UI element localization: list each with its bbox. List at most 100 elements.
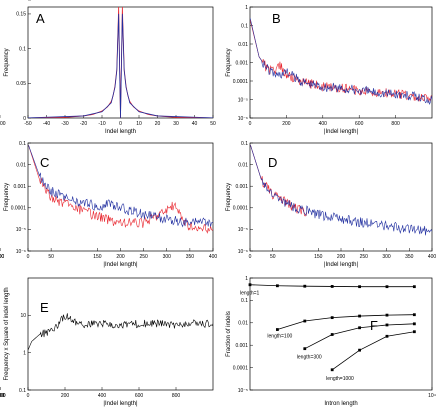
series-line-B-0 xyxy=(250,19,432,103)
x-axis-label-F: Intron length xyxy=(324,401,357,407)
x-tick-label-A: 40 xyxy=(192,121,198,127)
x-tick-label-B: 600 xyxy=(355,121,364,127)
y-tick-label-F: 0.001 xyxy=(235,343,248,349)
x-axis-label-A: Indel length xyxy=(105,129,136,135)
data-point-F xyxy=(248,283,252,287)
y-axis-label-F: Fraction of indels xyxy=(226,311,232,357)
y-tick-label-A: 0.1 xyxy=(19,46,26,52)
x-tick-label-E: 200 xyxy=(61,393,70,399)
y-tick-label-B: 10⁻⁶ xyxy=(238,116,248,122)
panel-letter-C: C xyxy=(40,155,49,170)
series-line-A-1 xyxy=(28,13,213,118)
y-tick-label-B: 0.0001 xyxy=(233,79,249,85)
x-tick-label-D: 350 xyxy=(405,254,414,260)
panel-letter-B: B xyxy=(272,11,281,26)
y-tick-label-F: 0.1 xyxy=(241,298,248,304)
x-tick-label-A: -20 xyxy=(80,121,87,127)
data-point-F xyxy=(330,333,334,336)
y-tick-label-E: 0.1 xyxy=(19,388,26,394)
y-axis-label-E: Frequency x Square of indel length xyxy=(4,287,10,380)
x-tick-label-C: 300 xyxy=(163,254,172,260)
x-tick-label-A: 0 xyxy=(119,121,122,127)
x-tick-label-C: 0 xyxy=(27,254,30,260)
series-annotation-F: length=1 xyxy=(240,291,260,297)
x-tick-label-D: 400 xyxy=(428,254,437,260)
data-point-F xyxy=(385,323,389,327)
y-tick-label-D: 0.1 xyxy=(241,141,248,147)
plot-frame-F xyxy=(249,277,433,391)
x-tick-label-C: 250 xyxy=(139,254,148,260)
series-annotation-F: length=100 xyxy=(267,334,292,340)
x-axis-label-B: |Indel length| xyxy=(324,129,359,135)
y-tick-label-A: 0.15 xyxy=(16,12,26,18)
y-tick-label-F: 1 xyxy=(245,276,248,282)
x-tick-label-A: 20 xyxy=(155,121,161,127)
y-tick-label-D: 10⁻⁵ xyxy=(238,227,248,233)
x-tick-label-F: 100 xyxy=(0,393,4,399)
y-axis-label-B: Frequency xyxy=(226,48,232,76)
x-axis-label-C: |Indel length| xyxy=(103,262,138,268)
x-tick-label-B: 200 xyxy=(282,121,291,127)
series-line-D-1 xyxy=(250,144,432,236)
y-tick-label-C: 0.01 xyxy=(16,162,26,168)
x-tick-label-A: -30 xyxy=(61,121,68,127)
x-tick-label-D: 150 xyxy=(314,254,323,260)
data-point-F xyxy=(330,368,334,372)
data-point-F xyxy=(358,285,361,289)
series-line-D-0 xyxy=(250,144,308,217)
series-annotation-F: length=1000 xyxy=(326,376,354,382)
y-tick-label-F: 0.0001 xyxy=(233,365,249,371)
y-tick-label-C: 0.001 xyxy=(13,184,26,190)
x-tick-label-C: 150 xyxy=(93,254,102,260)
y-tick-label-C: 0.0001 xyxy=(11,206,27,212)
y-tick-label-A: 0 xyxy=(23,116,26,122)
x-tick-label-C: 200 xyxy=(116,254,125,260)
data-point-F xyxy=(412,285,416,289)
x-tick-label-D: 0 xyxy=(249,254,252,260)
y-axis-label-C: Frequency xyxy=(4,183,10,211)
y-tick-label-D: 10⁻⁶ xyxy=(238,249,248,255)
x-tick-label-E: 400 xyxy=(98,393,107,399)
series-line-C-1 xyxy=(28,144,213,228)
data-point-F xyxy=(412,330,416,334)
x-tick-label-E: 0 xyxy=(27,393,30,399)
x-tick-label-F: 10⁴ xyxy=(428,393,436,399)
series-line-F-3 xyxy=(331,331,415,371)
y-tick-label-C: 0.1 xyxy=(19,141,26,147)
series-line-F-1 xyxy=(277,314,415,330)
x-tick-label-E: 1000 xyxy=(0,393,6,399)
panel-letter-A: A xyxy=(36,11,45,26)
data-point-F xyxy=(385,334,389,338)
data-point-F xyxy=(330,285,334,288)
x-tick-label-B: 1000 xyxy=(0,121,6,127)
y-tick-label-F: 0.01 xyxy=(238,321,248,327)
x-tick-label-C: 350 xyxy=(186,254,195,260)
series-line-B-1 xyxy=(250,18,432,105)
data-point-F xyxy=(412,322,416,326)
data-point-F xyxy=(275,328,279,331)
y-tick-label-D: 0.01 xyxy=(238,162,248,168)
x-tick-label-A: 30 xyxy=(173,121,179,127)
x-tick-label-A: -40 xyxy=(43,121,50,127)
y-tick-label-D: 0.001 xyxy=(235,184,248,190)
y-tick-label-E: 10 xyxy=(20,313,26,319)
y-tick-label-E: 1 xyxy=(23,350,26,356)
y-tick-label-B: 0.001 xyxy=(235,60,248,66)
data-point-F xyxy=(358,326,361,330)
y-tick-label-B: 0.1 xyxy=(241,23,248,29)
x-tick-label-B: 400 xyxy=(319,121,328,127)
y-axis-label-D: Frequency xyxy=(226,183,232,211)
y-tick-label-C: 10⁻⁶ xyxy=(16,249,26,255)
x-tick-label-F: 1000 xyxy=(0,393,6,399)
x-tick-label-B: 800 xyxy=(391,121,400,127)
data-point-F xyxy=(385,285,389,289)
x-tick-label-A: 50 xyxy=(210,121,216,127)
data-point-F xyxy=(412,313,416,317)
data-point-F xyxy=(275,284,279,288)
x-tick-label-D: 300 xyxy=(382,254,391,260)
x-tick-label-D: 50 xyxy=(270,254,276,260)
data-point-F xyxy=(358,314,361,318)
y-tick-label-D: 0.0001 xyxy=(233,206,249,212)
data-point-F xyxy=(303,284,307,288)
